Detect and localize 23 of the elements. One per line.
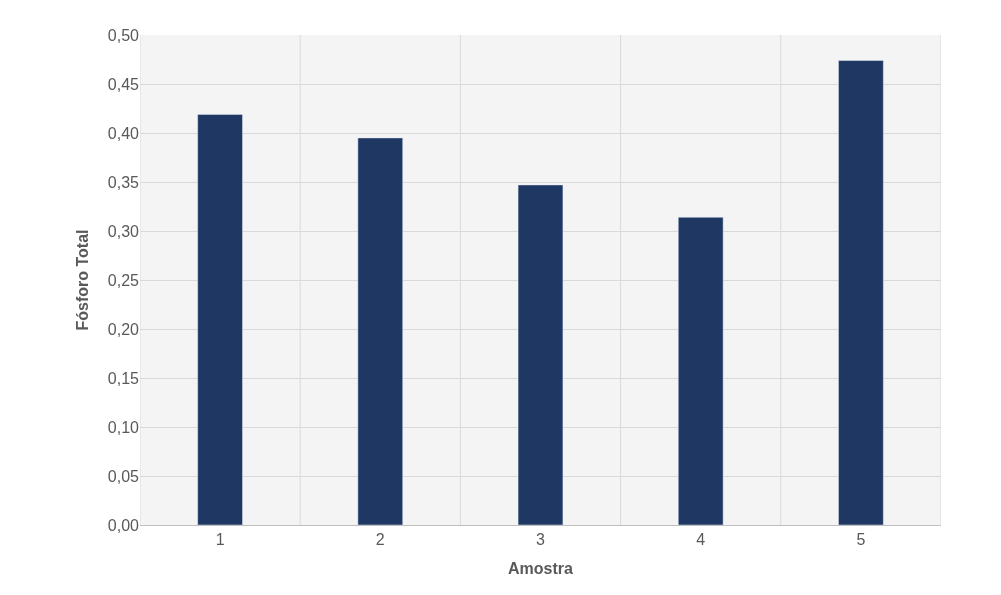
bar (678, 217, 724, 525)
y-tick-label: 0,00 (107, 516, 140, 534)
x-tick-label: 2 (375, 531, 385, 549)
x-tick-label: 1 (215, 531, 225, 549)
x-tick-label: 5 (856, 531, 866, 549)
bar (517, 184, 564, 525)
y-tick-label: 0,10 (107, 418, 140, 436)
bar (197, 114, 243, 525)
y-tick-label: 0,30 (107, 222, 140, 240)
y-tick-label: 0,50 (107, 26, 140, 44)
x-tick-label: 4 (696, 531, 706, 549)
bar (357, 137, 403, 525)
bar (838, 60, 884, 525)
y-tick-label: 0,25 (107, 271, 140, 289)
x-axis-title: Amostra (508, 559, 574, 577)
y-tick-label: 0,45 (107, 75, 140, 93)
y-tick-label: 0,05 (107, 467, 140, 485)
y-axis-title: Fósforo Total (73, 229, 91, 331)
y-tick-label: 0,40 (107, 124, 140, 142)
y-tick-label: 0,15 (107, 369, 140, 387)
y-tick-label: 0,20 (107, 320, 140, 338)
y-tick-label: 0,35 (107, 173, 140, 191)
x-tick-label: 3 (536, 531, 546, 549)
